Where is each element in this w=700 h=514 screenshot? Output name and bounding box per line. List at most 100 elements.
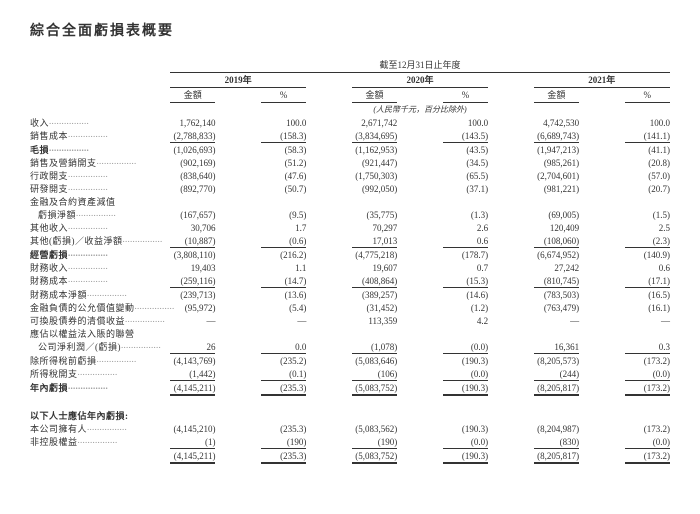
data-cell: (108,060) (534, 234, 579, 248)
data-cell: (4,775,218) (352, 248, 397, 262)
amount-header: 金額 (534, 88, 579, 103)
data-cell: (173.2) (625, 381, 670, 396)
data-cell: — (534, 314, 579, 327)
data-cell: (6,689,743) (534, 129, 579, 143)
data-cell: (17.1) (625, 274, 670, 288)
data-cell: 0.6 (625, 261, 670, 274)
data-cell: 0.0 (261, 340, 306, 354)
data-cell: (35,775) (352, 208, 397, 221)
data-cell: (31,452) (352, 301, 397, 314)
row-label: 收入 (30, 116, 170, 129)
data-cell: 0.3 (625, 340, 670, 354)
row-label: 研發開支 (30, 182, 170, 195)
data-cell: (838,640) (170, 169, 215, 182)
row-label: 以下人士應佔年內虧損: (30, 409, 170, 422)
row-label: 銷售及營銷開支 (30, 156, 170, 169)
row-label: 年內虧損 (30, 381, 170, 396)
data-cell: (2,704,601) (534, 169, 579, 182)
data-cell: (9.5) (261, 208, 306, 221)
data-cell: 4.2 (443, 314, 488, 327)
data-cell: 0.6 (443, 234, 488, 248)
data-cell: (216.2) (261, 248, 306, 262)
data-cell: (140.9) (625, 248, 670, 262)
data-cell: 16,361 (534, 340, 579, 354)
data-cell: (0.0) (443, 367, 488, 381)
data-cell: — (261, 314, 306, 327)
data-cell: (244) (534, 367, 579, 381)
amount-header: 金額 (352, 88, 397, 103)
data-cell: (3,808,110) (170, 248, 215, 262)
data-cell: (4,145,211) (170, 449, 215, 464)
data-cell: (902,169) (170, 156, 215, 169)
row-label: 財務成本 (30, 274, 170, 288)
data-cell: (1,078) (352, 340, 397, 354)
data-cell: (0.0) (443, 435, 488, 449)
data-cell: (34.5) (443, 156, 488, 169)
data-cell: (173.2) (625, 354, 670, 368)
data-cell: 19,403 (170, 261, 215, 274)
data-cell: (15.3) (443, 274, 488, 288)
data-cell: (0.1) (261, 367, 306, 381)
row-label: 公司淨利潤／(虧損) (30, 340, 170, 354)
data-cell: (992,050) (352, 182, 397, 195)
data-cell: (5,083,562) (352, 422, 397, 435)
data-cell: 26 (170, 340, 215, 354)
data-cell: (178.7) (443, 248, 488, 262)
data-cell: (14.7) (261, 274, 306, 288)
data-cell: (143.5) (443, 129, 488, 143)
data-cell: — (625, 314, 670, 327)
data-cell: 4,742,530 (534, 116, 579, 129)
row-label: 財務收入 (30, 261, 170, 274)
row-label: 毛損 (30, 143, 170, 157)
data-cell: (892,770) (170, 182, 215, 195)
data-cell: (0.6) (261, 234, 306, 248)
row-label: 可換股債券的清償收益 (30, 314, 170, 327)
data-cell: (57.0) (625, 169, 670, 182)
data-cell: (41.1) (625, 143, 670, 157)
data-cell: (2.3) (625, 234, 670, 248)
row-label: 銷售成本 (30, 129, 170, 143)
data-cell: (167,657) (170, 208, 215, 221)
data-cell: (65.5) (443, 169, 488, 182)
data-cell: (47.6) (261, 169, 306, 182)
data-cell: 0.7 (443, 261, 488, 274)
pct-header: % (443, 88, 488, 103)
data-cell: (763,479) (534, 301, 579, 314)
data-cell: 113,359 (352, 314, 397, 327)
data-cell: (106) (352, 367, 397, 381)
row-label: 金融及合約資產減值 (30, 195, 170, 208)
unit-label: (人民幣千元，百分比除外) (170, 103, 670, 117)
data-cell: 2.5 (625, 221, 670, 234)
data-cell: (69,005) (534, 208, 579, 221)
data-cell: 100.0 (625, 116, 670, 129)
data-cell: (190) (352, 435, 397, 449)
data-cell: (985,261) (534, 156, 579, 169)
pct-header: % (625, 88, 670, 103)
period-header: 截至12月31日止年度 (170, 58, 670, 73)
amount-header: 金額 (170, 88, 215, 103)
data-cell: (3,834,695) (352, 129, 397, 143)
data-cell: (1.3) (443, 208, 488, 221)
data-cell: (1,442) (170, 367, 215, 381)
data-cell: (981,221) (534, 182, 579, 195)
data-cell: (16.5) (625, 288, 670, 302)
data-cell: 17,013 (352, 234, 397, 248)
row-label: 金融負債的公允價值變動 (30, 301, 170, 314)
data-cell: (50.7) (261, 182, 306, 195)
data-cell: (5,083,752) (352, 449, 397, 464)
data-cell: (37.1) (443, 182, 488, 195)
data-cell: (921,447) (352, 156, 397, 169)
data-cell: (4,145,210) (170, 422, 215, 435)
data-cell: (190.3) (443, 381, 488, 396)
data-cell: (173.2) (625, 422, 670, 435)
data-cell: (0.0) (625, 367, 670, 381)
data-cell: (51.2) (261, 156, 306, 169)
data-cell: (6,674,952) (534, 248, 579, 262)
data-cell: (1) (170, 435, 215, 449)
year-2021-header: 2021年 (534, 73, 670, 88)
year-2020-header: 2020年 (352, 73, 488, 88)
row-label: 非控股權益 (30, 435, 170, 449)
data-cell: (43.5) (443, 143, 488, 157)
data-cell: (5,083,752) (352, 381, 397, 396)
data-cell: (0.0) (443, 340, 488, 354)
